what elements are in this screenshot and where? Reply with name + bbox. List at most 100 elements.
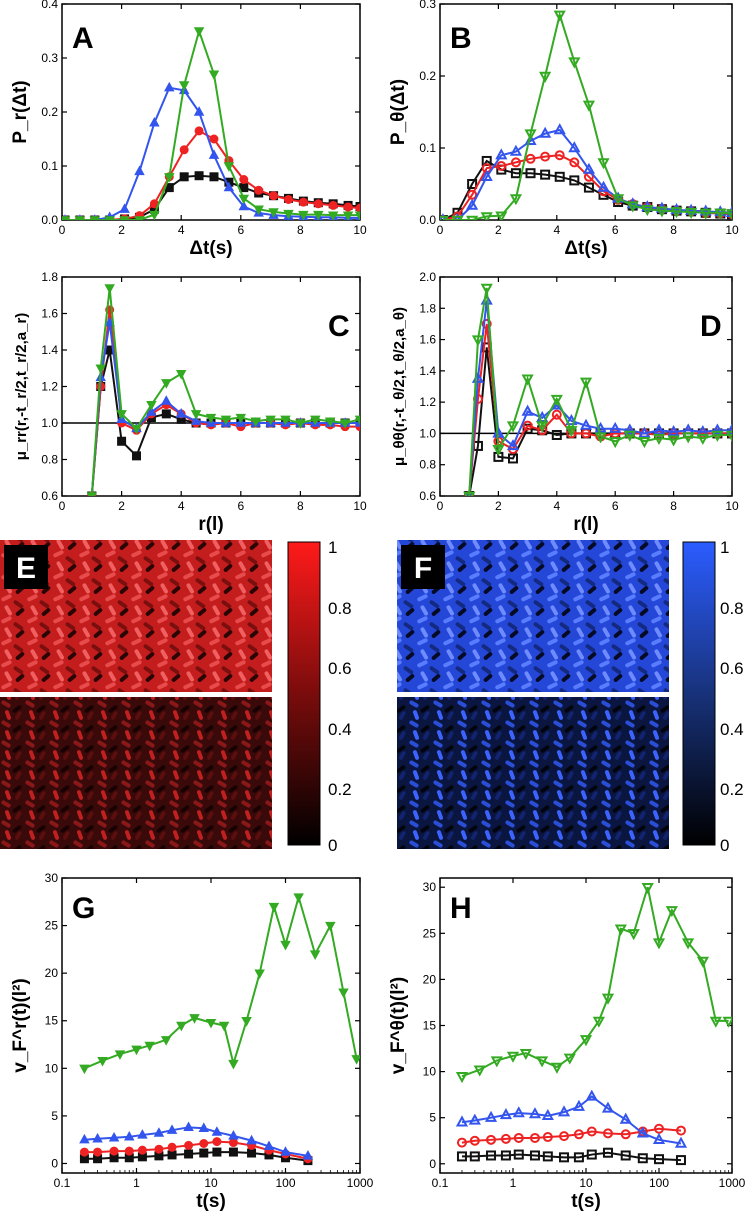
panel-c-point-green bbox=[235, 413, 247, 424]
panel-b-y-axis-label: P_θ(Δt) bbox=[388, 79, 409, 145]
panel-g-point-green bbox=[293, 893, 304, 903]
panel-h-point-green bbox=[563, 1053, 576, 1065]
panel-b-point-green bbox=[466, 215, 479, 220]
chart-panel-c: 0 2 4 6 8 10 0.6 0.8 1.0 1.2 1.4 1.6 1.8 Cr(l) μ_rr(r,… bbox=[13, 270, 367, 535]
panel-g-point-green bbox=[160, 1036, 172, 1046]
panel-b-point-green bbox=[440, 215, 450, 220]
panel-a-point-green bbox=[313, 210, 324, 220]
panel-c-series-line-red bbox=[90, 309, 360, 496]
panel-b-label: B bbox=[450, 22, 472, 55]
panel-g-point-blue bbox=[228, 1130, 239, 1140]
panel-g-point-blue bbox=[153, 1127, 165, 1137]
panel-d-point-green bbox=[725, 430, 732, 442]
panel-c-series-green bbox=[86, 284, 360, 496]
panel-a-point-red bbox=[269, 191, 279, 201]
panel-b-point-green bbox=[480, 212, 493, 220]
panel-a-point-green bbox=[134, 216, 145, 220]
panel-d-label: D bbox=[700, 310, 722, 343]
panel-a-series-green bbox=[62, 27, 360, 220]
panel-b-point-green bbox=[641, 205, 654, 217]
panel-b-point-green bbox=[725, 209, 732, 220]
panel-c-point-green bbox=[265, 415, 276, 426]
panel-g-y-tick-label: 30 bbox=[45, 871, 59, 885]
panel-a-point-red bbox=[254, 185, 264, 195]
panel-a-point-red bbox=[328, 200, 338, 210]
panel-h-point-blue bbox=[572, 1099, 586, 1111]
panel-h-point-black bbox=[586, 1149, 597, 1160]
panel-c-point-green bbox=[104, 284, 115, 294]
panel-b-point-green bbox=[612, 194, 625, 206]
panel-a-point-red bbox=[355, 203, 360, 213]
panel-c-series-line-green bbox=[90, 287, 360, 496]
panel-f-colorbar bbox=[682, 541, 716, 846]
panel-c-x-tick-label: 4 bbox=[178, 499, 185, 513]
panel-e-label: E bbox=[16, 552, 36, 585]
panel-d-y-tick-label: 1.8 bbox=[419, 301, 436, 315]
panel-b-point-black bbox=[583, 182, 594, 193]
panel-c-point-green bbox=[250, 417, 261, 428]
panel-d-point-green bbox=[652, 433, 666, 445]
panel-g-point-blue bbox=[302, 1150, 314, 1160]
panel-f-cbar-tick: 0.4 bbox=[720, 720, 744, 739]
panel-f-cbar-tick: 0.2 bbox=[720, 780, 744, 799]
panel-g-y-tick-label: 20 bbox=[45, 966, 59, 980]
panel-d-point-green bbox=[536, 421, 549, 433]
panel-h-point-green bbox=[592, 1016, 605, 1028]
panel-a-y-tick-label: 0.2 bbox=[41, 105, 58, 119]
panel-d-point-blue bbox=[667, 424, 680, 437]
panel-a-point-green bbox=[238, 194, 250, 205]
panel-h-point-blue bbox=[636, 1126, 649, 1138]
panel-b-series-green bbox=[440, 10, 732, 220]
panel-h-point-red bbox=[573, 1129, 584, 1140]
panel-h-point-green bbox=[490, 1056, 503, 1068]
panel-d-point-red bbox=[551, 409, 562, 420]
panel-c-point-green bbox=[324, 417, 336, 428]
panel-d-point-red bbox=[522, 420, 533, 431]
panel-h-point-black bbox=[654, 1154, 664, 1165]
panel-h-y-tick-label: 25 bbox=[423, 926, 437, 940]
panel-b-point-black bbox=[467, 179, 478, 189]
panel-b-x-tick-label: 10 bbox=[725, 223, 739, 237]
panel-h-point-green bbox=[722, 1016, 732, 1028]
panel-h-point-black bbox=[529, 1150, 540, 1161]
panel-g-series-black bbox=[79, 1147, 313, 1166]
panel-h-point-red bbox=[654, 1123, 664, 1134]
panel-d-y-tick-label: 1.2 bbox=[419, 395, 436, 409]
panel-g-x-axis-label: t(s) bbox=[196, 1191, 226, 1212]
panel-b-point-green bbox=[568, 57, 581, 69]
panel-a-point-green bbox=[268, 208, 279, 218]
panel-g-point-green bbox=[176, 1021, 187, 1032]
panel-d-frame bbox=[439, 276, 733, 497]
panel-b-series-line-blue bbox=[442, 128, 732, 220]
panel-d-x-tick-label: 6 bbox=[612, 499, 619, 513]
panel-d-point-green bbox=[579, 377, 593, 389]
panel-b-x-tick-label: 8 bbox=[670, 223, 677, 237]
panel-c-y-tick-label: 0.6 bbox=[41, 489, 58, 503]
panel-h-point-green bbox=[652, 938, 666, 950]
panel-a-point-red bbox=[343, 202, 353, 212]
panel-g-point-black bbox=[212, 1147, 222, 1157]
panel-a-point-green bbox=[119, 216, 130, 220]
panel-a-point-green bbox=[62, 216, 71, 220]
panel-e-colorbar-ticks: 1 0.8 0.6 0.4 0.2 0 bbox=[328, 538, 352, 855]
panel-g-point-blue bbox=[263, 1140, 275, 1151]
panel-h-y-axis-label: v_F^θ(t)(l²) bbox=[388, 977, 409, 1074]
panel-b-y-tick-label: 0.1 bbox=[419, 141, 436, 155]
panel-c-x-tick-label: 8 bbox=[297, 499, 304, 513]
panel-h-point-red bbox=[675, 1125, 686, 1136]
panel-h-point-red bbox=[559, 1131, 570, 1142]
panel-c-x-tick-label: 10 bbox=[353, 499, 367, 513]
panel-g-x-tick-label: 1000 bbox=[347, 1176, 374, 1190]
panel-g-series-green bbox=[79, 893, 360, 1075]
panel-g-point-red bbox=[79, 1147, 89, 1157]
panel-a-x-axis-label: Δt(s) bbox=[189, 238, 232, 259]
panel-h-point-blue bbox=[601, 1101, 615, 1113]
panel-g-point-blue bbox=[211, 1126, 223, 1136]
panel-b-point-green bbox=[670, 207, 683, 219]
panel-g-label: G bbox=[72, 892, 95, 925]
panel-h-point-green bbox=[473, 1065, 486, 1077]
panel-c-point-black bbox=[117, 436, 127, 446]
panel-g-point-green bbox=[114, 1050, 126, 1060]
chart-panel-b: 0 2 4 6 8 10 0.0 0.1 0.2 0.3 B Δt(s) P_θ(Δt) bbox=[388, 0, 739, 259]
